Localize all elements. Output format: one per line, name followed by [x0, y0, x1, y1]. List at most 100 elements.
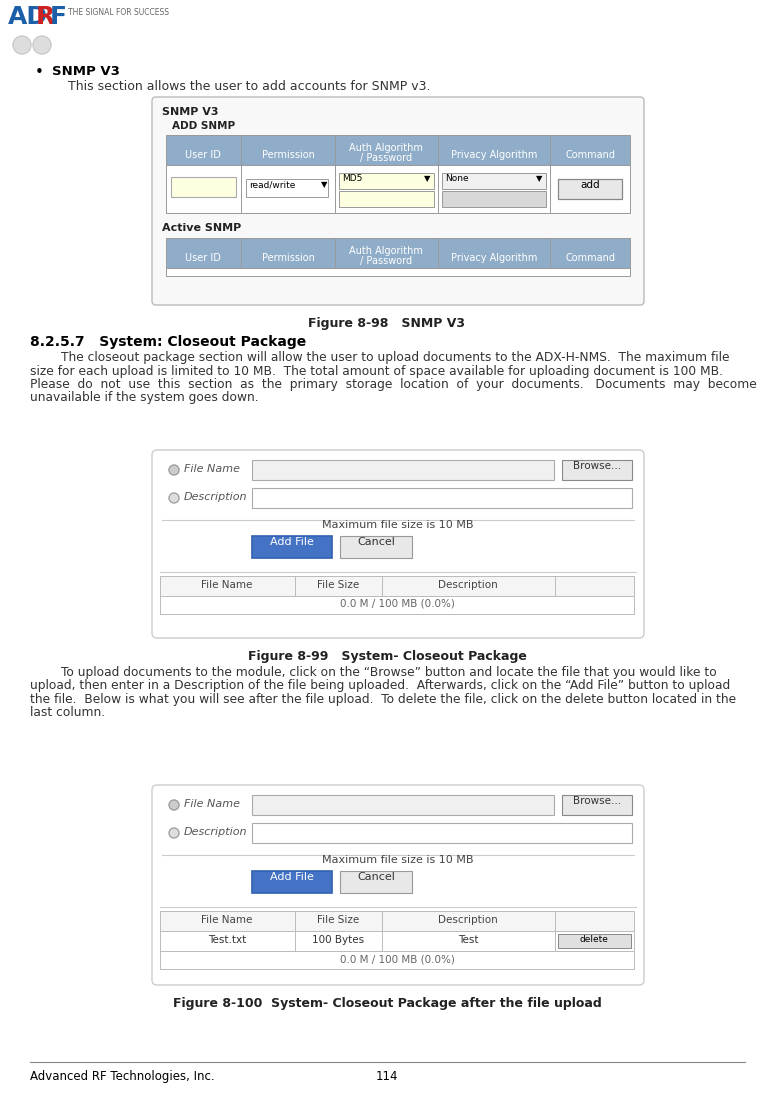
Bar: [160, 596, 634, 614]
Text: Auth Algorithm: Auth Algorithm: [349, 143, 423, 153]
Bar: [339, 191, 434, 207]
Text: / Password: / Password: [360, 256, 412, 266]
Text: Active SNMP: Active SNMP: [162, 223, 241, 233]
Circle shape: [169, 828, 179, 839]
Text: the file.  Below is what you will see after the file upload.  To delete the file: the file. Below is what you will see aft…: [30, 693, 736, 706]
Text: / Password: / Password: [360, 153, 412, 163]
Text: Add File: Add File: [270, 872, 314, 882]
Text: 0.0 M / 100 MB (0.0%): 0.0 M / 100 MB (0.0%): [339, 599, 454, 609]
Text: 100 Bytes: 100 Bytes: [312, 935, 364, 945]
Text: size for each upload is limited to 10 MB.  The total amount of space available f: size for each upload is limited to 10 MB…: [30, 365, 723, 377]
Text: File Name: File Name: [184, 799, 240, 809]
FancyBboxPatch shape: [152, 785, 644, 985]
Bar: [166, 165, 630, 213]
Text: unavailable if the system goes down.: unavailable if the system goes down.: [30, 391, 259, 404]
Text: AD: AD: [8, 5, 48, 29]
Text: Description: Description: [438, 580, 498, 590]
FancyBboxPatch shape: [152, 449, 644, 639]
Circle shape: [169, 493, 179, 503]
Text: User ID: User ID: [185, 149, 221, 160]
Text: Cancel: Cancel: [357, 872, 395, 882]
Text: ADD SNMP: ADD SNMP: [172, 121, 235, 131]
Text: User ID: User ID: [185, 253, 221, 263]
Bar: [171, 177, 236, 197]
Text: File Size: File Size: [317, 580, 359, 590]
Text: Command: Command: [565, 149, 615, 160]
Bar: [160, 576, 634, 596]
Bar: [562, 460, 632, 480]
Bar: [340, 872, 412, 893]
Text: Figure 8-98   SNMP V3: Figure 8-98 SNMP V3: [308, 317, 466, 330]
Text: upload, then enter in a Description of the file being uploaded.  Afterwards, cli: upload, then enter in a Description of t…: [30, 679, 730, 692]
Bar: [558, 934, 631, 948]
Text: None: None: [445, 174, 469, 184]
Text: add: add: [580, 180, 600, 190]
Circle shape: [13, 36, 31, 54]
Text: Browse...: Browse...: [573, 796, 621, 806]
Circle shape: [33, 36, 51, 54]
FancyBboxPatch shape: [152, 97, 644, 306]
Bar: [252, 795, 554, 815]
Bar: [166, 135, 630, 165]
Text: last column.: last column.: [30, 707, 105, 720]
Text: SNMP V3: SNMP V3: [162, 107, 219, 116]
Bar: [562, 795, 632, 815]
Text: Add File: Add File: [270, 537, 314, 547]
Circle shape: [169, 800, 179, 810]
Text: Privacy Algorithm: Privacy Algorithm: [451, 253, 537, 263]
Text: •: •: [35, 65, 44, 80]
Text: Advanced RF Technologies, Inc.: Advanced RF Technologies, Inc.: [30, 1070, 215, 1083]
Text: Description: Description: [184, 492, 247, 502]
Text: ▼: ▼: [536, 174, 542, 184]
Bar: [160, 951, 634, 969]
Text: Please  do  not  use  this  section  as  the  primary  storage  location  of  yo: Please do not use this section as the pr…: [30, 378, 756, 391]
Text: File Name: File Name: [202, 580, 253, 590]
Text: The closeout package section will allow the user to upload documents to the ADX-: The closeout package section will allow …: [30, 351, 729, 364]
Text: read/write: read/write: [249, 180, 295, 189]
Bar: [558, 179, 622, 199]
Text: This section allows the user to add accounts for SNMP v3.: This section allows the user to add acco…: [68, 80, 430, 93]
Text: Description: Description: [438, 915, 498, 925]
Bar: [166, 268, 630, 276]
Text: Permission: Permission: [262, 149, 315, 160]
Text: File Name: File Name: [184, 464, 240, 474]
Text: Auth Algorithm: Auth Algorithm: [349, 246, 423, 256]
Text: Test: Test: [458, 935, 478, 945]
Text: Maximum file size is 10 MB: Maximum file size is 10 MB: [322, 855, 474, 865]
Bar: [252, 823, 632, 843]
Text: Cancel: Cancel: [357, 537, 395, 547]
Text: Figure 8-100  System- Closeout Package after the file upload: Figure 8-100 System- Closeout Package af…: [173, 997, 601, 1010]
Bar: [252, 460, 554, 480]
Bar: [442, 191, 546, 207]
Text: File Name: File Name: [202, 915, 253, 925]
Bar: [252, 488, 632, 508]
Bar: [340, 536, 412, 558]
Text: File Size: File Size: [317, 915, 359, 925]
Text: Permission: Permission: [262, 253, 315, 263]
Bar: [160, 931, 634, 951]
Text: 114: 114: [376, 1070, 398, 1083]
Text: THE SIGNAL FOR SUCCESS: THE SIGNAL FOR SUCCESS: [68, 8, 169, 16]
Bar: [442, 173, 546, 189]
Text: 0.0 M / 100 MB (0.0%): 0.0 M / 100 MB (0.0%): [339, 954, 454, 964]
Bar: [252, 872, 332, 893]
Circle shape: [169, 465, 179, 475]
Text: Privacy Algorithm: Privacy Algorithm: [451, 149, 537, 160]
Bar: [246, 179, 328, 197]
Text: R: R: [36, 5, 55, 29]
Text: Command: Command: [565, 253, 615, 263]
Bar: [252, 536, 332, 558]
Text: F: F: [50, 5, 67, 29]
Bar: [166, 238, 630, 268]
Text: Browse...: Browse...: [573, 460, 621, 471]
Text: delete: delete: [580, 935, 608, 944]
Text: ▼: ▼: [424, 174, 430, 184]
Text: Maximum file size is 10 MB: Maximum file size is 10 MB: [322, 520, 474, 530]
Text: Figure 8-99   System- Closeout Package: Figure 8-99 System- Closeout Package: [247, 650, 526, 663]
Text: MD5: MD5: [342, 174, 363, 184]
Bar: [160, 911, 634, 931]
Text: To upload documents to the module, click on the “Browse” button and locate the f: To upload documents to the module, click…: [30, 666, 717, 679]
Text: Test.txt: Test.txt: [208, 935, 246, 945]
Text: SNMP V3: SNMP V3: [52, 65, 120, 78]
Bar: [339, 173, 434, 189]
